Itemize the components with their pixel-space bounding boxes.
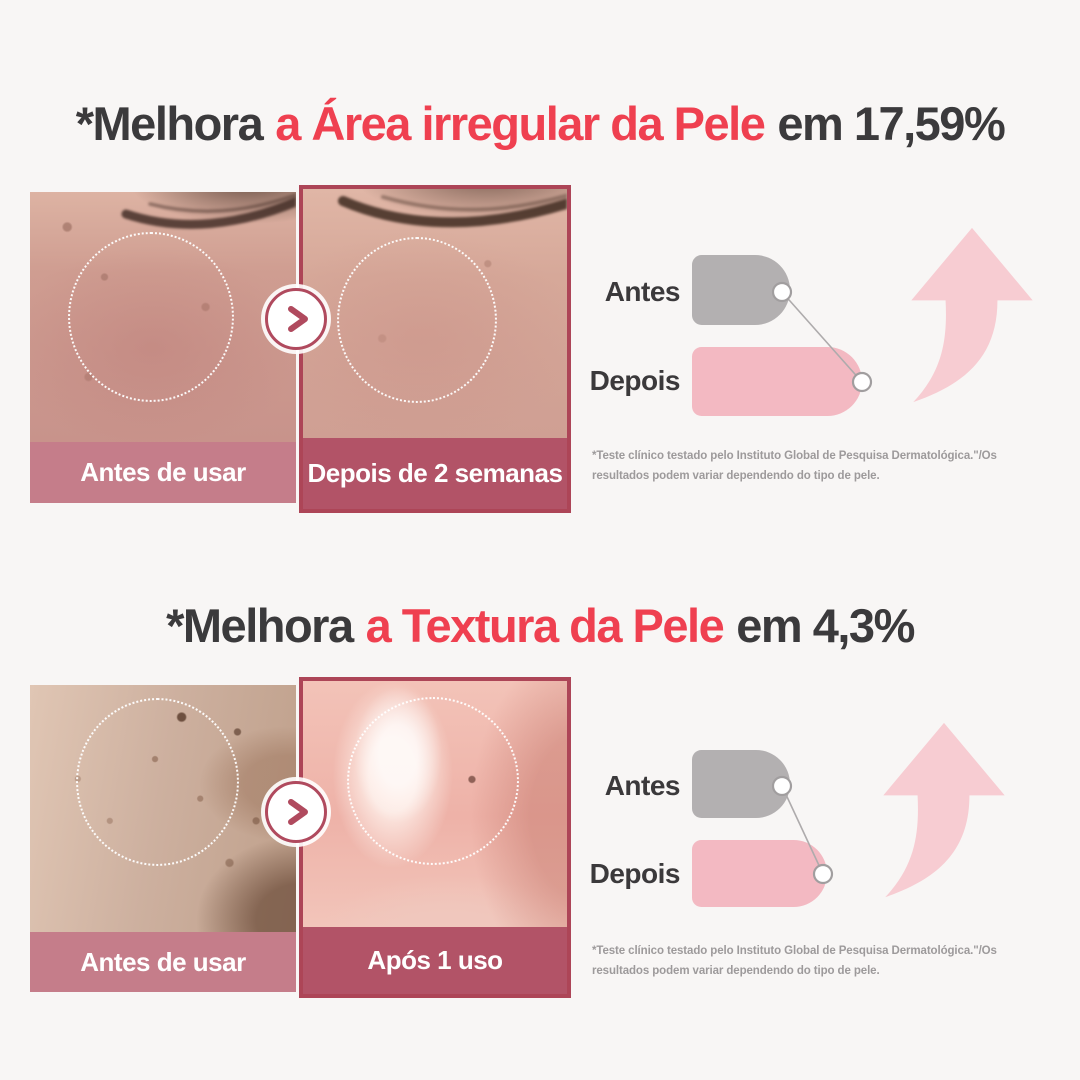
point-after — [851, 371, 873, 393]
connector-line — [781, 785, 824, 875]
eyelashes-decoration — [121, 192, 296, 229]
connector-line — [781, 291, 863, 383]
before-photo-panel: Antes de usar — [30, 685, 296, 992]
analysis-circle-icon — [76, 698, 239, 866]
title-suffix: em 17,59% — [777, 97, 1005, 150]
before-after-bar-chart: Antes Depois — [580, 240, 1060, 440]
after-skin-photo — [303, 189, 567, 438]
after-caption: Depois de 2 semanas — [303, 438, 567, 509]
section-title: *Melhora a Textura da Pele em 4,3% — [0, 598, 1080, 653]
eyelashes-decoration — [338, 193, 567, 228]
bar-after — [692, 840, 827, 907]
before-after-bar-chart: Antes Depois — [580, 735, 1060, 925]
analysis-circle-icon — [347, 697, 519, 865]
after-photo-panel: Depois de 2 semanas — [299, 185, 571, 513]
bar-after — [692, 347, 862, 416]
title-suffix: em 4,3% — [736, 599, 915, 652]
title-prefix: *Melhora — [166, 599, 354, 652]
title-prefix: *Melhora — [75, 97, 264, 150]
connector-graphic — [771, 281, 873, 393]
bar-label-before: Antes — [604, 276, 681, 307]
before-skin-photo — [30, 685, 296, 932]
before-photo-panel: Antes de usar — [30, 192, 296, 503]
point-before — [771, 281, 793, 303]
after-photo-panel: Após 1 uso — [299, 677, 571, 998]
bar-label-after: Depois — [589, 858, 681, 889]
point-before — [771, 775, 793, 797]
disclaimer-text: *Teste clínico testado pelo Instituto Gl… — [592, 450, 997, 482]
before-caption: Antes de usar — [30, 442, 296, 503]
chevron-badge — [265, 781, 327, 843]
point-after — [812, 863, 834, 885]
title-highlight: a Textura da Pele — [365, 599, 725, 652]
title-highlight: a Área irregular da Pele — [275, 97, 766, 150]
growth-arrow-icon — [883, 722, 1005, 898]
chevron-right-icon — [288, 306, 308, 332]
analysis-circle-icon — [337, 237, 497, 403]
bar-label-after: Depois — [589, 365, 681, 396]
growth-arrow-icon — [911, 227, 1033, 403]
section-title: *Melhora a Área irregular da Pele em 17,59… — [0, 96, 1080, 151]
disclaimer-text: *Teste clínico testado pelo Instituto Gl… — [592, 945, 997, 977]
before-skin-photo — [30, 192, 296, 442]
analysis-circle-icon — [68, 232, 234, 402]
chevron-right-icon — [288, 799, 308, 825]
chevron-badge — [265, 288, 327, 350]
connector-graphic — [771, 775, 834, 885]
after-skin-photo — [303, 681, 567, 927]
bar-label-before: Antes — [604, 770, 681, 801]
after-caption: Após 1 uso — [303, 927, 567, 994]
before-caption: Antes de usar — [30, 932, 296, 992]
